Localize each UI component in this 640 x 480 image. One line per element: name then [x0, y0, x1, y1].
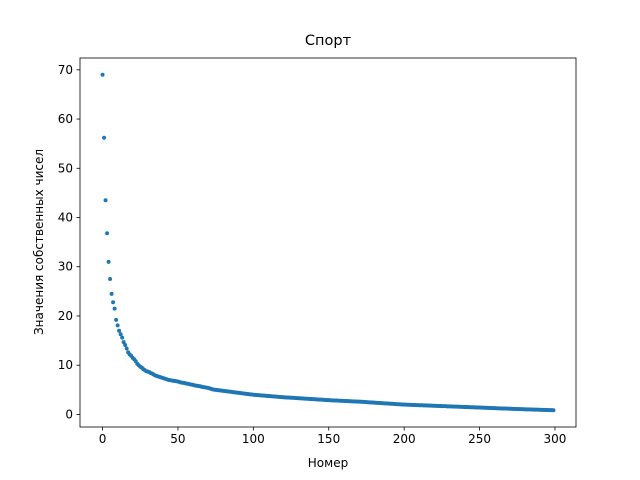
point	[123, 343, 128, 348]
point	[551, 408, 556, 413]
point	[108, 277, 113, 282]
point	[100, 72, 105, 77]
y-tick-label: 30	[58, 260, 73, 274]
x-tick-label: 0	[99, 432, 107, 446]
y-tick-label: 20	[58, 309, 73, 323]
point	[105, 231, 110, 236]
y-tick-label: 70	[58, 63, 73, 77]
x-tick-label: 150	[317, 432, 340, 446]
y-tick-label: 0	[65, 407, 73, 421]
point	[109, 291, 114, 296]
chart-title: Спорт	[305, 33, 352, 49]
point	[111, 300, 116, 305]
y-tick-label: 10	[58, 358, 73, 372]
x-tick-label: 200	[393, 432, 416, 446]
point	[103, 198, 108, 203]
x-tick-label: 50	[170, 432, 185, 446]
x-tick-label: 100	[242, 432, 265, 446]
point	[121, 340, 126, 345]
point	[120, 335, 125, 340]
y-axis-label: Значения собственных чисел	[32, 149, 46, 335]
point	[102, 135, 107, 140]
y-tick-label: 50	[58, 161, 73, 175]
x-tick-label: 250	[468, 432, 491, 446]
point	[115, 323, 120, 328]
point	[114, 317, 119, 322]
point	[117, 328, 122, 333]
y-tick-label: 40	[58, 211, 73, 225]
point	[106, 259, 111, 264]
point	[124, 346, 129, 351]
plot-frame	[79, 57, 577, 428]
x-tick-label: 300	[544, 432, 567, 446]
point	[112, 306, 117, 311]
point	[118, 332, 123, 337]
y-tick-label: 60	[58, 112, 73, 126]
x-axis-label: Номер	[308, 456, 348, 470]
